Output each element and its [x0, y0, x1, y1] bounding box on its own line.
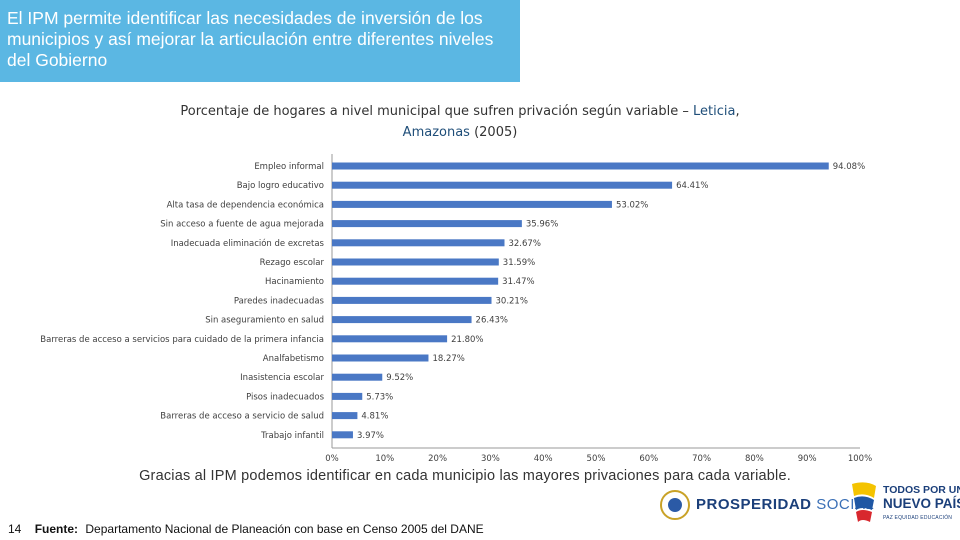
- bar: [332, 296, 492, 304]
- prosperidad-word: PROSPERIDAD: [696, 496, 812, 513]
- bar: [332, 354, 429, 362]
- category-label: Paredes inadecuadas: [234, 296, 325, 306]
- data-label: 5.73%: [366, 392, 393, 402]
- bar: [332, 200, 612, 208]
- x-tick-label: 90%: [798, 454, 817, 464]
- bar: [332, 258, 499, 266]
- category-label: Barreras de acceso a servicios para cuid…: [40, 335, 324, 345]
- page-number: 14: [8, 522, 22, 536]
- chart-caption: Gracias al IPM podemos identificar en ca…: [139, 468, 791, 484]
- nuevo-pais-line2: NUEVO PAÍS: [883, 496, 960, 511]
- data-label: 9.52%: [386, 373, 413, 383]
- nuevo-pais-logo: TODOS POR UN NUEVO PAÍS PAZ EQUIDAD EDUC…: [850, 478, 960, 528]
- x-tick-label: 30%: [481, 454, 500, 464]
- category-label: Inasistencia escolar: [240, 373, 324, 383]
- data-label: 18.27%: [432, 354, 464, 364]
- category-label: Sin acceso a fuente de agua mejorada: [160, 220, 324, 230]
- footer: 14 Fuente: Departamento Nacional de Plan…: [8, 522, 484, 536]
- data-label: 21.80%: [451, 335, 483, 345]
- category-label: Rezago escolar: [260, 258, 325, 268]
- data-label: 53.02%: [616, 200, 648, 210]
- category-label: Alta tasa de dependencia económica: [167, 199, 324, 210]
- category-label: Sin aseguramiento en salud: [205, 316, 324, 326]
- bar-chart: Empleo informal 94.08% Bajo logro educativ…: [40, 154, 872, 464]
- data-label: 94.08%: [833, 162, 865, 172]
- x-tick-label: 10%: [375, 454, 394, 464]
- nuevo-pais-wordmark: TODOS POR UN NUEVO PAÍS PAZ EQUIDAD EDUC…: [883, 483, 960, 525]
- category-label: Trabajo infantil: [260, 431, 324, 441]
- category-label: Hacinamiento: [265, 277, 324, 287]
- bar: [332, 220, 522, 228]
- nuevo-pais-line1: TODOS POR UN: [883, 484, 960, 496]
- data-label: 3.97%: [357, 431, 384, 441]
- bar: [332, 373, 383, 381]
- bar: [332, 239, 505, 247]
- x-tick-label: 20%: [428, 454, 447, 464]
- bar: [332, 392, 363, 400]
- data-label: 31.47%: [502, 277, 534, 287]
- source-text: Departamento Nacional de Planeación con …: [85, 522, 484, 536]
- data-label: 4.81%: [361, 412, 388, 422]
- nuevo-pais-line3: PAZ EQUIDAD EDUCACIÓN: [883, 515, 953, 521]
- category-label: Analfabetismo: [263, 354, 324, 364]
- category-label: Inadecuada eliminación de excretas: [171, 238, 325, 249]
- x-tick-label: 60%: [639, 454, 658, 464]
- colombia-flag-icon: [852, 482, 876, 522]
- prosperidad-social-logo: PROSPERIDAD SOCIAL: [660, 490, 874, 520]
- x-tick-label: 100%: [848, 454, 872, 464]
- bar: [332, 412, 358, 420]
- seal-icon: [660, 490, 690, 520]
- chart-title-department: Amazonas: [402, 125, 470, 140]
- data-label: 64.41%: [676, 181, 708, 191]
- chart-title-part2: ,: [735, 104, 740, 119]
- bar: [332, 181, 673, 189]
- category-label: Empleo informal: [254, 162, 324, 172]
- header-text: El IPM permite identificar las necesidad…: [7, 8, 494, 70]
- chart-title-part1: Porcentaje de hogares a nivel municipal …: [180, 104, 694, 119]
- data-label: 31.59%: [503, 258, 535, 268]
- bar: [332, 335, 448, 343]
- chart-title-city: Leticia: [693, 104, 736, 119]
- x-tick-label: 0%: [325, 454, 339, 464]
- bar: [332, 316, 472, 324]
- x-tick-label: 70%: [692, 454, 711, 464]
- x-tick-label: 50%: [587, 454, 606, 464]
- prosperidad-social-wordmark: PROSPERIDAD SOCIAL: [696, 496, 874, 513]
- category-label: Barreras de acceso a servicio de salud: [160, 412, 324, 422]
- chart-title-part3: (2005): [469, 125, 518, 140]
- data-label: 32.67%: [508, 239, 540, 249]
- x-tick-label: 40%: [534, 454, 553, 464]
- data-label: 30.21%: [496, 296, 528, 306]
- category-label: Pisos inadecuados: [246, 392, 325, 402]
- bar: [332, 162, 829, 170]
- header-banner: El IPM permite identificar las necesidad…: [0, 0, 520, 82]
- bar: [332, 431, 353, 439]
- x-tick-label: 80%: [745, 454, 764, 464]
- source-label: Fuente:: [34, 522, 79, 536]
- bar: [332, 277, 499, 285]
- data-label: 26.43%: [476, 316, 508, 326]
- data-label: 35.96%: [526, 220, 558, 230]
- category-label: Bajo logro educativo: [237, 181, 324, 191]
- chart-title: Porcentaje de hogares a nivel municipal …: [110, 101, 810, 143]
